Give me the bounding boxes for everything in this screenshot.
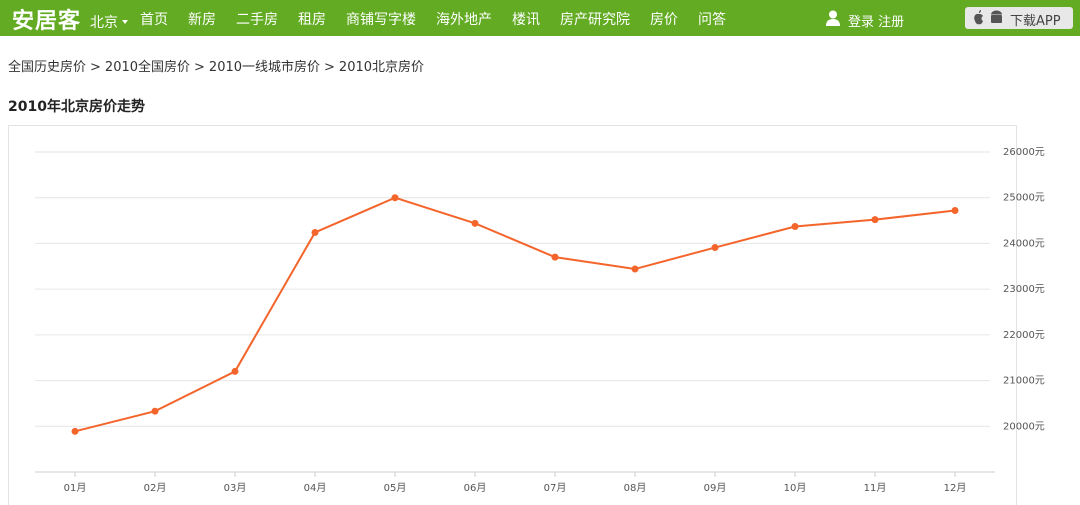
- download-app[interactable]: 下载APP: [965, 7, 1073, 29]
- nav-item[interactable]: 首页: [140, 12, 168, 28]
- x-tick-label: 08月: [624, 482, 647, 494]
- x-tick-label: 01月: [64, 482, 87, 494]
- y-tick-label: 22000元: [1003, 330, 1045, 341]
- x-tick-label: 06月: [464, 482, 487, 494]
- x-tick-label: 10月: [784, 482, 807, 494]
- chart-frame: [8, 125, 1017, 505]
- breadcrumb-item[interactable]: 2010一线城市房价: [208, 60, 321, 75]
- data-point: [391, 194, 399, 202]
- nav-item[interactable]: 租房: [298, 12, 326, 28]
- logo[interactable]: 安居客: [12, 9, 82, 34]
- nav: 首页 新房 二手房 租房 商铺写字楼 海外地产 楼讯 房产研究院 房价 问答: [140, 9, 746, 29]
- nav-item[interactable]: 房价: [650, 12, 678, 28]
- x-tick-label: 11月: [864, 482, 887, 494]
- x-tick-label: 07月: [544, 482, 567, 494]
- data-point: [791, 223, 799, 231]
- x-tick-label: 03月: [224, 482, 247, 494]
- breadcrumb-separator: >: [90, 60, 101, 75]
- x-tick-label: 12月: [944, 482, 967, 494]
- data-point: [71, 427, 79, 435]
- breadcrumb-separator: >: [324, 60, 335, 75]
- city-selector[interactable]: 北京: [90, 15, 118, 31]
- y-tick-label: 23000元: [1003, 284, 1045, 295]
- y-tick-label: 24000元: [1003, 238, 1045, 249]
- line-series: [74, 196, 956, 433]
- x-tick-label: 04月: [304, 482, 327, 494]
- breadcrumb-item[interactable]: 2010北京房价: [338, 60, 425, 75]
- breadcrumb-item[interactable]: 2010全国房价: [104, 60, 191, 75]
- breadcrumb-item[interactable]: 全国历史房价: [8, 60, 87, 75]
- x-tick-label: 09月: [704, 482, 727, 494]
- breadcrumb-separator: >: [194, 60, 205, 75]
- nav-item[interactable]: 问答: [698, 12, 726, 28]
- breadcrumb: 全国历史房价 >2010全国房价 >2010一线城市房价 >2010北京房价: [8, 56, 428, 75]
- data-point: [151, 407, 159, 415]
- y-tick-label: 25000元: [1003, 193, 1045, 204]
- login-link[interactable]: 登录 注册: [848, 15, 905, 30]
- data-point: [871, 216, 879, 224]
- nav-item[interactable]: 新房: [188, 12, 216, 28]
- download-app-label: 下载APP: [1010, 14, 1061, 29]
- nav-item[interactable]: 楼讯: [512, 12, 540, 28]
- y-tick-label: 20000元: [1003, 421, 1045, 432]
- nav-item[interactable]: 商铺写字楼: [346, 12, 416, 28]
- app-icons: [974, 10, 1002, 25]
- data-point: [471, 219, 479, 227]
- data-point: [711, 244, 719, 252]
- section-heading: 2010年北京房价走势: [8, 99, 145, 115]
- data-point: [311, 228, 319, 236]
- data-point: [231, 367, 239, 375]
- nav-item[interactable]: 海外地产: [436, 12, 492, 28]
- nav-item[interactable]: 二手房: [236, 12, 278, 28]
- nav-item[interactable]: 房产研究院: [560, 12, 630, 28]
- x-tick-label: 05月: [384, 482, 407, 494]
- y-tick-label: 21000元: [1003, 376, 1045, 387]
- data-point: [631, 265, 639, 273]
- data-point: [951, 207, 959, 215]
- x-tick-label: 02月: [144, 482, 167, 494]
- data-point: [551, 253, 559, 261]
- top-bar: 安居客 北京 首页 新房 二手房 租房 商铺写字楼 海外地产 楼讯 房产研究院 房价 问答 登录 …: [0, 0, 1080, 36]
- y-tick-label: 26000元: [1003, 147, 1045, 158]
- city-caret: [122, 20, 128, 24]
- user-icon: [826, 10, 840, 26]
